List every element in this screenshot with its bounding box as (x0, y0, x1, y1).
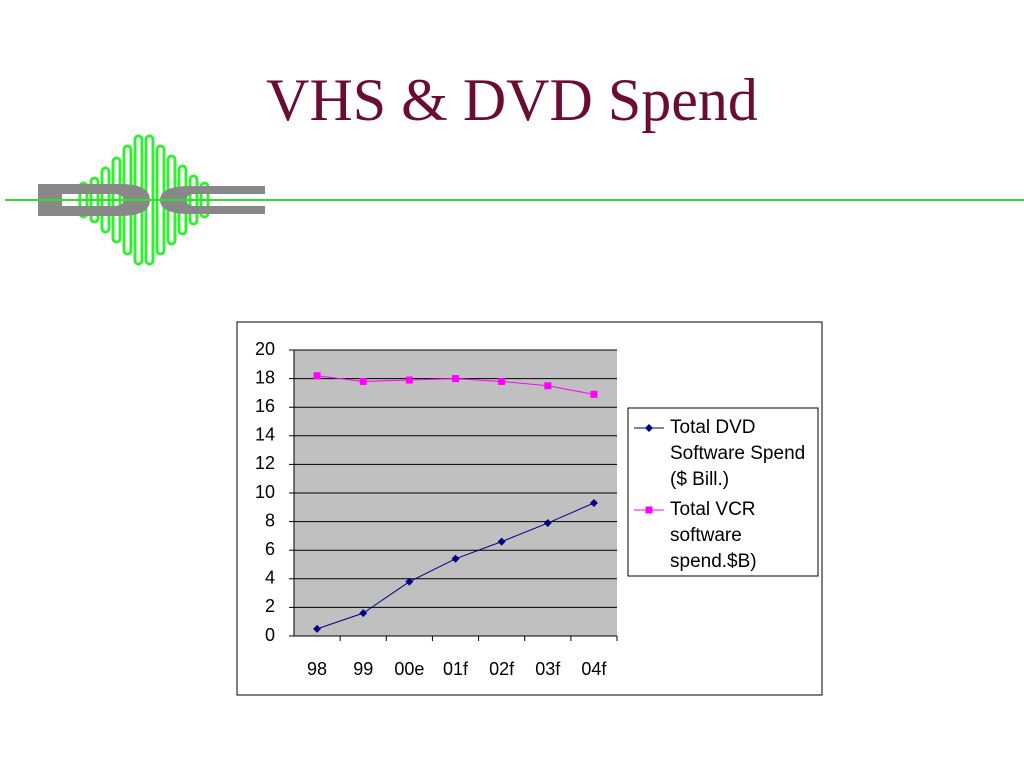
data-point (497, 537, 506, 546)
y-tick-label: 8 (265, 510, 275, 530)
legend-marker (645, 506, 653, 514)
data-point (451, 554, 460, 563)
x-tick-label: 98 (307, 659, 327, 679)
data-point (590, 390, 598, 398)
x-tick-label: 01f (443, 659, 469, 679)
data-point (313, 624, 322, 633)
data-point (405, 577, 414, 586)
data-point (452, 375, 459, 383)
legend-label: Total VCR software spend.$B) (670, 499, 757, 572)
data-point (359, 609, 368, 618)
y-tick-label: 16 (255, 396, 275, 416)
x-tick-label: 00e (394, 659, 424, 679)
y-tick-label: 2 (265, 596, 275, 616)
y-tick-label: 20 (255, 339, 275, 359)
y-tick-label: 14 (255, 425, 275, 445)
y-tick-label: 10 (255, 482, 275, 502)
x-tick-label: 99 (353, 659, 373, 679)
data-point (313, 372, 321, 380)
legend-box (627, 407, 819, 577)
data-point (543, 519, 552, 528)
y-tick-label: 4 (265, 568, 275, 588)
y-tick-label: 0 (265, 625, 275, 645)
x-tick-label: 03f (535, 659, 561, 679)
logo-letters (38, 184, 265, 216)
legend-label: Total DVD Software Spend ($ Bill.) (670, 417, 806, 490)
x-tick-label: 02f (489, 659, 515, 679)
data-point (589, 499, 598, 508)
x-tick-label: 04f (581, 659, 607, 679)
y-tick-label: 6 (265, 539, 275, 559)
legend-marker (645, 424, 653, 432)
data-point (498, 377, 506, 385)
data-point (405, 376, 413, 384)
data-point (359, 377, 367, 385)
y-tick-label: 12 (255, 453, 275, 473)
y-tick-label: 18 (255, 367, 275, 387)
data-point (544, 382, 552, 390)
slide-title: VHS & DVD Spend (266, 67, 758, 133)
